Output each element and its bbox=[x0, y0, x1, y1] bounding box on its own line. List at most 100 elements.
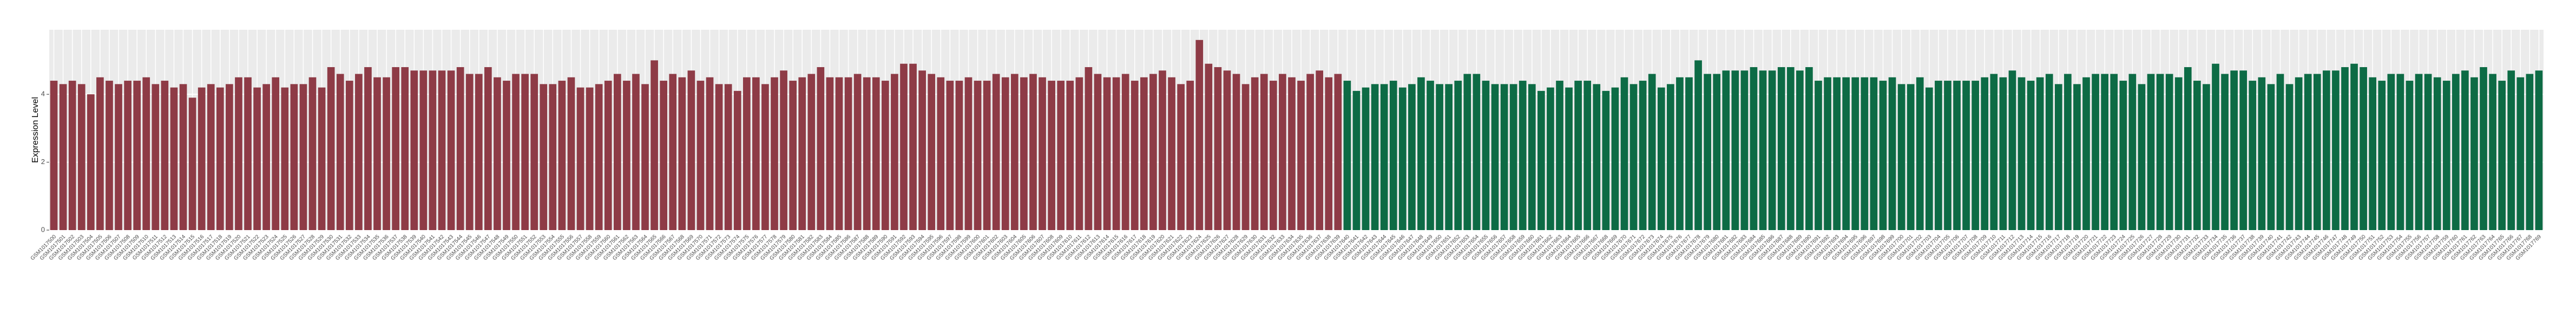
bar bbox=[429, 70, 437, 230]
bar bbox=[1722, 70, 1730, 230]
bar bbox=[2138, 84, 2146, 230]
bar bbox=[299, 84, 307, 230]
bar bbox=[2092, 74, 2099, 230]
bar bbox=[2461, 70, 2469, 230]
bar bbox=[124, 81, 132, 230]
bar bbox=[2415, 74, 2423, 230]
bar bbox=[465, 74, 474, 230]
bar bbox=[632, 74, 640, 230]
y-tick-label: 4 bbox=[41, 90, 45, 98]
bar bbox=[1066, 81, 1074, 230]
bar bbox=[1713, 74, 1721, 230]
bar bbox=[1011, 74, 1018, 230]
y-tick-label: 2 bbox=[41, 158, 45, 166]
bar bbox=[882, 81, 889, 230]
bar bbox=[1870, 77, 1878, 230]
bar bbox=[179, 84, 187, 230]
bar bbox=[1972, 81, 1980, 230]
bar bbox=[484, 67, 492, 231]
bar bbox=[345, 81, 353, 230]
bar bbox=[1159, 70, 1166, 230]
bar bbox=[1639, 81, 1647, 230]
bar bbox=[1574, 81, 1582, 230]
bar bbox=[669, 74, 677, 230]
bar bbox=[1750, 67, 1758, 231]
bar bbox=[1953, 81, 1961, 230]
bar bbox=[586, 87, 594, 230]
bar bbox=[77, 84, 86, 230]
bar bbox=[1001, 77, 1009, 230]
bar bbox=[253, 87, 261, 230]
bar bbox=[964, 77, 972, 230]
bar bbox=[1851, 77, 1859, 230]
bar bbox=[1648, 74, 1656, 230]
bar bbox=[891, 74, 898, 230]
bar bbox=[2193, 81, 2201, 230]
bar bbox=[1306, 74, 1314, 230]
bar bbox=[2036, 77, 2044, 230]
bar bbox=[2341, 67, 2349, 231]
bar bbox=[1667, 84, 1674, 230]
bar bbox=[364, 67, 372, 231]
plot-background bbox=[49, 30, 2544, 230]
y-tick-label: 0 bbox=[41, 225, 45, 233]
bar bbox=[807, 74, 816, 230]
bar bbox=[68, 81, 76, 230]
bar bbox=[1112, 77, 1120, 230]
bar bbox=[115, 84, 122, 230]
bar bbox=[235, 77, 242, 230]
bar bbox=[1482, 81, 1490, 230]
bar bbox=[540, 84, 548, 230]
bar bbox=[2184, 67, 2192, 231]
bar bbox=[1786, 67, 1795, 231]
bar bbox=[567, 77, 575, 230]
bar bbox=[863, 77, 871, 230]
bar bbox=[142, 77, 150, 230]
bar bbox=[1362, 87, 1370, 230]
bar bbox=[327, 67, 335, 231]
bar bbox=[761, 84, 769, 230]
bar bbox=[1463, 74, 1471, 230]
bar bbox=[623, 81, 630, 230]
bar bbox=[1556, 81, 1563, 230]
bar bbox=[928, 74, 936, 230]
bar bbox=[2073, 84, 2081, 230]
bar bbox=[1445, 84, 1453, 230]
bar bbox=[438, 70, 446, 230]
bar bbox=[1685, 77, 1693, 230]
bar bbox=[780, 70, 787, 230]
bar bbox=[1121, 74, 1129, 230]
bar bbox=[50, 81, 58, 230]
bar bbox=[2221, 74, 2229, 230]
bar bbox=[613, 74, 621, 230]
bar bbox=[2526, 74, 2534, 230]
bar bbox=[844, 77, 852, 230]
bar bbox=[1454, 81, 1462, 230]
bar bbox=[447, 70, 455, 230]
bar bbox=[2249, 81, 2257, 230]
bar bbox=[696, 81, 705, 230]
bar bbox=[2332, 70, 2340, 230]
bar bbox=[650, 60, 658, 231]
bar bbox=[817, 67, 825, 231]
bar bbox=[216, 87, 224, 230]
bar bbox=[2018, 77, 2026, 230]
bar bbox=[401, 67, 409, 231]
bar bbox=[724, 84, 732, 230]
bar bbox=[1999, 77, 2007, 230]
bar bbox=[1352, 90, 1361, 231]
bar bbox=[1371, 84, 1379, 230]
bar bbox=[281, 87, 289, 230]
bar bbox=[318, 87, 326, 230]
bar bbox=[207, 84, 215, 230]
bar bbox=[576, 87, 584, 230]
bar bbox=[1842, 77, 1850, 230]
bar bbox=[1029, 74, 1037, 230]
bar bbox=[752, 77, 760, 230]
bar bbox=[1279, 74, 1286, 230]
bar bbox=[198, 87, 206, 230]
bar bbox=[2313, 74, 2321, 230]
bar bbox=[549, 84, 557, 230]
bar bbox=[161, 81, 169, 230]
bar bbox=[835, 77, 843, 230]
